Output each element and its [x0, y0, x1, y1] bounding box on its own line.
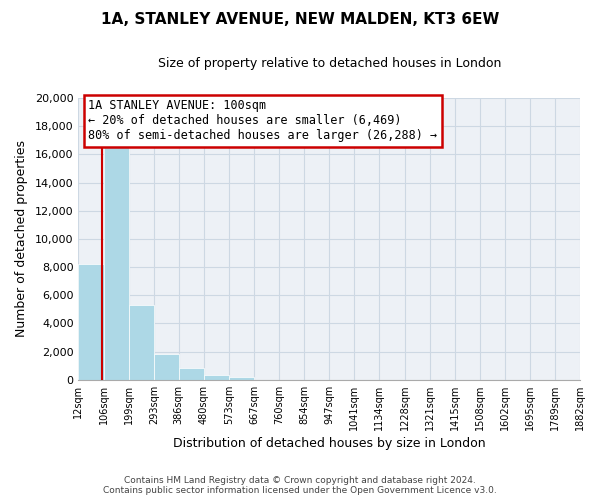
- Bar: [204, 376, 229, 380]
- Title: Size of property relative to detached houses in London: Size of property relative to detached ho…: [158, 58, 501, 70]
- Text: 1A, STANLEY AVENUE, NEW MALDEN, KT3 6EW: 1A, STANLEY AVENUE, NEW MALDEN, KT3 6EW: [101, 12, 499, 28]
- Text: 1A STANLEY AVENUE: 100sqm
← 20% of detached houses are smaller (6,469)
80% of se: 1A STANLEY AVENUE: 100sqm ← 20% of detac…: [88, 100, 437, 142]
- Bar: [104, 146, 128, 380]
- Bar: [154, 354, 179, 380]
- Bar: [128, 305, 154, 380]
- Bar: [229, 377, 254, 380]
- X-axis label: Distribution of detached houses by size in London: Distribution of detached houses by size …: [173, 437, 485, 450]
- Bar: [79, 264, 104, 380]
- Y-axis label: Number of detached properties: Number of detached properties: [15, 140, 28, 338]
- Text: Contains HM Land Registry data © Crown copyright and database right 2024.
Contai: Contains HM Land Registry data © Crown c…: [103, 476, 497, 495]
- Bar: [179, 368, 204, 380]
